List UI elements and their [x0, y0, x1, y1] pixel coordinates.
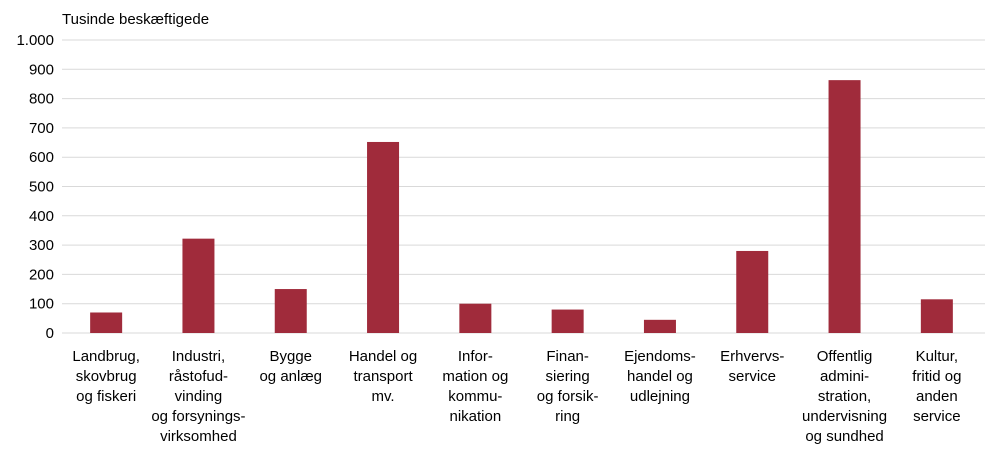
x-tick-label: Bygge og anlæg	[259, 348, 322, 385]
x-tick-label: Industri, råstofud-vinding og forsynings-v…	[151, 348, 245, 445]
x-tick-label-line: virksomhed	[160, 428, 237, 445]
x-tick-label-line: og fiskeri	[76, 388, 136, 405]
x-tick-label-line: og forsynings-	[151, 408, 245, 425]
bar	[459, 303, 492, 333]
y-tick-label: 400	[29, 208, 54, 225]
y-tick-label: 0	[46, 325, 54, 342]
x-tick-label-line: Handel og	[349, 348, 417, 365]
x-tick-label: Kultur, fritid og anden service	[912, 348, 961, 425]
bar	[90, 312, 123, 333]
x-tick-label-line: Landbrug,	[72, 348, 140, 365]
y-tick-label: 1.000	[16, 32, 54, 49]
x-tick-label: Landbrug, skovbrug og fiskeri	[72, 348, 140, 405]
x-tick-label: Erhvervs-service	[720, 348, 784, 385]
x-tick-label-line: Ejendoms-	[624, 348, 696, 365]
bar	[736, 250, 769, 333]
x-tick-label: Offentlig admini-stration, undervisning og …	[802, 348, 887, 445]
bar	[643, 319, 676, 333]
x-tick-label-line: udlejning	[630, 388, 690, 405]
y-tick-label: 900	[29, 61, 54, 78]
bar	[551, 309, 584, 333]
x-tick-label-line: service	[728, 368, 776, 385]
y-tick-label: 100	[29, 296, 54, 313]
x-tick-label-line: fritid og	[912, 368, 961, 385]
x-tick-label-line: siering	[546, 368, 590, 385]
x-tick-label-line: kommu-	[448, 388, 502, 405]
x-tick-label-line: råstofud-	[169, 368, 228, 385]
x-tick-label-line: Industri,	[172, 348, 225, 365]
x-tick-label: Handel og transport mv.	[349, 348, 417, 405]
x-tick-label-line: stration,	[818, 388, 871, 405]
x-tick-label-line: og sundhed	[805, 428, 883, 445]
x-tick-label-line: Erhvervs-	[720, 348, 784, 365]
x-tick-label-line: skovbrug	[76, 368, 137, 385]
y-tick-label: 200	[29, 266, 54, 283]
x-tick-label-line: admini-	[820, 368, 869, 385]
x-tick-label-line: Bygge	[269, 348, 312, 365]
y-tick-label: 800	[29, 91, 54, 108]
chart-title: Tusinde beskæftigede	[62, 11, 209, 28]
y-tick-label: 600	[29, 149, 54, 166]
x-tick-label-line: mv.	[372, 388, 395, 405]
x-tick-label-line: transport	[353, 368, 413, 385]
bar	[182, 238, 215, 333]
x-tick-label: Finan-siering og forsik-ring	[537, 348, 599, 425]
x-tick-label-line: mation og	[442, 368, 508, 385]
x-tick-label-line: Offentlig	[817, 348, 873, 365]
y-tick-label: 300	[29, 237, 54, 254]
x-tick-label-line: nikation	[449, 408, 501, 425]
x-tick-label-line: og forsik-	[537, 388, 599, 405]
x-tick-label-line: ring	[555, 408, 580, 425]
x-tick-label-line: og anlæg	[259, 368, 322, 385]
bar	[828, 80, 861, 334]
x-tick-label-line: undervisning	[802, 408, 887, 425]
x-tick-label-line: service	[913, 408, 961, 425]
bar	[367, 141, 400, 333]
y-tick-label: 700	[29, 120, 54, 137]
bar	[274, 289, 307, 333]
x-tick-label: Infor-mation og kommu-nikation	[442, 348, 508, 425]
x-tick-label-line: Kultur,	[916, 348, 959, 365]
bar	[920, 299, 953, 333]
x-tick-label-line: anden	[916, 388, 958, 405]
x-tick-label-line: Finan-	[546, 348, 589, 365]
x-tick-label: Ejendoms-handel og udlejning	[624, 348, 696, 405]
x-tick-label-line: handel og	[627, 368, 693, 385]
x-tick-label-line: Infor-	[458, 348, 493, 365]
y-tick-label: 500	[29, 179, 54, 196]
x-tick-label-line: vinding	[175, 388, 223, 405]
